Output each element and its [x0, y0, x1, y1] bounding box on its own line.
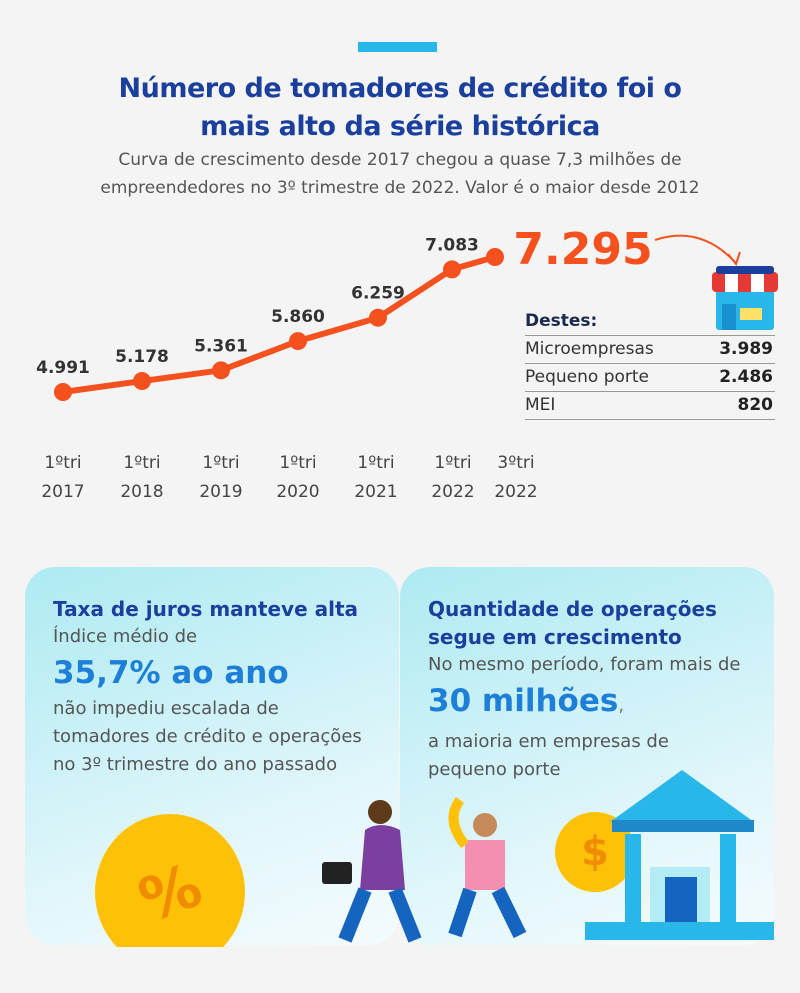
- value-label: 5.361: [194, 336, 248, 356]
- point: [369, 308, 387, 327]
- breakdown-value: 820: [737, 395, 774, 415]
- value-label: 5.178: [115, 347, 169, 367]
- breakdown-row: Pequeno porte 2.486: [525, 364, 775, 392]
- card-body: não impediu escalada de tomadores de cré…: [53, 698, 362, 775]
- card-lead: Índice médio de: [53, 626, 198, 647]
- breakdown-label: MEI: [525, 395, 556, 415]
- card-highlight: 30 milhões: [428, 683, 619, 719]
- breakdown-row: Microempresas 3.989: [525, 336, 775, 364]
- breakdown-label: Microempresas: [525, 339, 654, 359]
- card-body: a maioria em empresas de pequeno porte: [428, 731, 669, 780]
- store-icon: [712, 266, 778, 330]
- breakdown-label: Pequeno porte: [525, 367, 650, 387]
- title: Número de tomadores de crédito foi o mai…: [118, 73, 682, 142]
- point: [486, 248, 504, 266]
- x-tick-label: 1ºtri 2022: [431, 453, 475, 502]
- value-label: 4.991: [36, 358, 90, 378]
- x-tick-label: 1ºtri 2017: [41, 453, 85, 502]
- x-tick-label: 1ºtri 2019: [199, 453, 243, 502]
- breakdown-value: 2.486: [719, 367, 773, 387]
- breakdown-value: 3.989: [719, 339, 773, 359]
- card-lead: No mesmo período, foram mais de: [428, 654, 741, 675]
- card: $ Quantidade de operações segue em cresc…: [400, 567, 774, 945]
- svg-text:$: $: [581, 829, 609, 875]
- card-title: Taxa de juros manteve alta: [53, 597, 358, 621]
- accent-bar: [358, 42, 437, 52]
- card-highlight: 35,7% ao ano: [53, 655, 289, 691]
- arrow: [654, 234, 736, 263]
- breakdown-row: MEI 820: [525, 392, 775, 420]
- point: [443, 260, 461, 279]
- value-label: 6.259: [351, 284, 405, 304]
- point: [212, 361, 230, 380]
- point: [289, 332, 307, 351]
- breakdown-title: Destes:: [525, 308, 775, 336]
- point: [54, 383, 72, 401]
- value-label: 7.083: [425, 235, 479, 255]
- x-tick-label: 3ºtri 2022: [494, 453, 538, 502]
- x-tick-label: 1ºtri 2020: [276, 453, 320, 502]
- subtitle: Curva de crescimento desde 2017 chegou a…: [100, 150, 700, 198]
- card-title: Quantidade de operações segue em crescim…: [428, 597, 717, 649]
- people-illustration: [322, 797, 527, 943]
- arrow-head: [727, 251, 741, 267]
- chart: 4.991 5.178 5.361 5.860 6.259 7.083 7.295: [36, 224, 778, 401]
- value-label: 5.860: [271, 307, 325, 327]
- card-punctuation: ,: [618, 695, 625, 716]
- balloon-illustration: %: [95, 814, 245, 947]
- x-tick-label: 1ºtri 2018: [120, 453, 164, 502]
- highlight-value: 7.295: [513, 224, 652, 275]
- bank-illustration: $: [555, 770, 774, 940]
- point: [133, 372, 151, 391]
- x-tick-label: 1ºtri 2021: [354, 453, 398, 502]
